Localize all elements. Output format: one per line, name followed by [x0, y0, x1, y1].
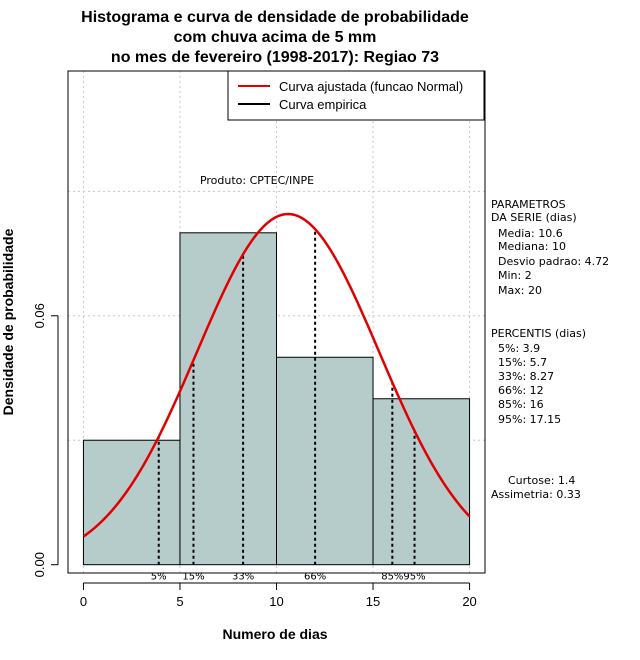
percentile-label-3: 66%: [304, 572, 326, 583]
percentile-label-4: 85%: [381, 572, 403, 583]
percentile-label-1: 15%: [182, 572, 204, 583]
stat-media: Media: 10.6: [498, 227, 563, 240]
histogram-bars: [82, 232, 471, 566]
percentil-66: 66%: 12: [498, 384, 544, 397]
percentile-labels: 5% 15% 33% 66% 85% 95%: [151, 572, 426, 583]
stat-min: Min: 2: [498, 269, 532, 282]
percentile-label-2: 33%: [232, 572, 254, 583]
product-label: Produto: CPTEC/INPE: [200, 174, 314, 187]
percentil-15: 15%: 5.7: [498, 356, 547, 369]
stat-assimetria: Assimetria: 0.33: [491, 488, 581, 501]
x-tick-label-0: 0: [80, 594, 87, 609]
percentile-lines: [157, 229, 416, 565]
legend-label-fitted: Curva ajustada (funcao Normal): [279, 79, 463, 94]
y-tick-label-1: 0.06: [32, 303, 47, 328]
parametros-heading: PARAMETROS: [491, 198, 566, 211]
legend-box: [227, 70, 485, 121]
percentil-33: 33%: 8.27: [498, 370, 554, 383]
percentile-label-0: 5%: [151, 572, 167, 583]
histogram-bar-2: [276, 356, 374, 566]
x-tick-label-4: 20: [462, 594, 476, 609]
stat-curtose: Curtose: 1.4: [508, 474, 575, 487]
percentil-95: 95%: 17.15: [498, 413, 561, 426]
histogram-bar-0: [82, 439, 181, 566]
stat-desvio: Desvio padrao: 4.72: [498, 255, 609, 268]
normal-curve: [82, 212, 471, 538]
x-axis: 0 5 10 15 20: [80, 582, 477, 609]
stats-panel: PARAMETROS DA SERIE (dias) Media: 10.6 M…: [491, 198, 609, 501]
percentil-85: 85%: 16: [498, 398, 544, 411]
histogram-bar-3: [372, 398, 471, 566]
x-tick-label-1: 5: [176, 594, 183, 609]
stat-mediana: Mediana: 10: [498, 240, 566, 253]
chart-title-line-3: no mes de fevereiro (1998-2017): Regiao …: [111, 49, 439, 66]
x-axis-title: Numero de dias: [222, 626, 327, 642]
percentile-label-5: 95%: [403, 572, 425, 583]
legend: Curva ajustada (funcao Normal) Curva emp…: [227, 70, 485, 121]
percentis-heading: PERCENTIS (dias): [491, 327, 586, 340]
parametros-subheading: DA SERIE (dias): [491, 211, 577, 224]
y-axis-title: Densidade de probabilidade: [0, 228, 16, 415]
chart-title-line-2: com chuva acima de 5 mm: [174, 29, 377, 46]
legend-label-empirical: Curva empirica: [279, 97, 367, 112]
x-tick-label-3: 15: [366, 594, 380, 609]
normal-curve-layer: [82, 212, 471, 538]
y-tick-label-0: 0.00: [32, 552, 47, 577]
chart-title-line-1: Histograma e curva de densidade de proba…: [81, 9, 469, 26]
percentil-5: 5%: 3.9: [498, 342, 540, 355]
x-tick-label-2: 10: [269, 594, 283, 609]
stat-max: Max: 20: [498, 284, 542, 297]
y-axis: 0.00 0.06: [32, 303, 59, 577]
